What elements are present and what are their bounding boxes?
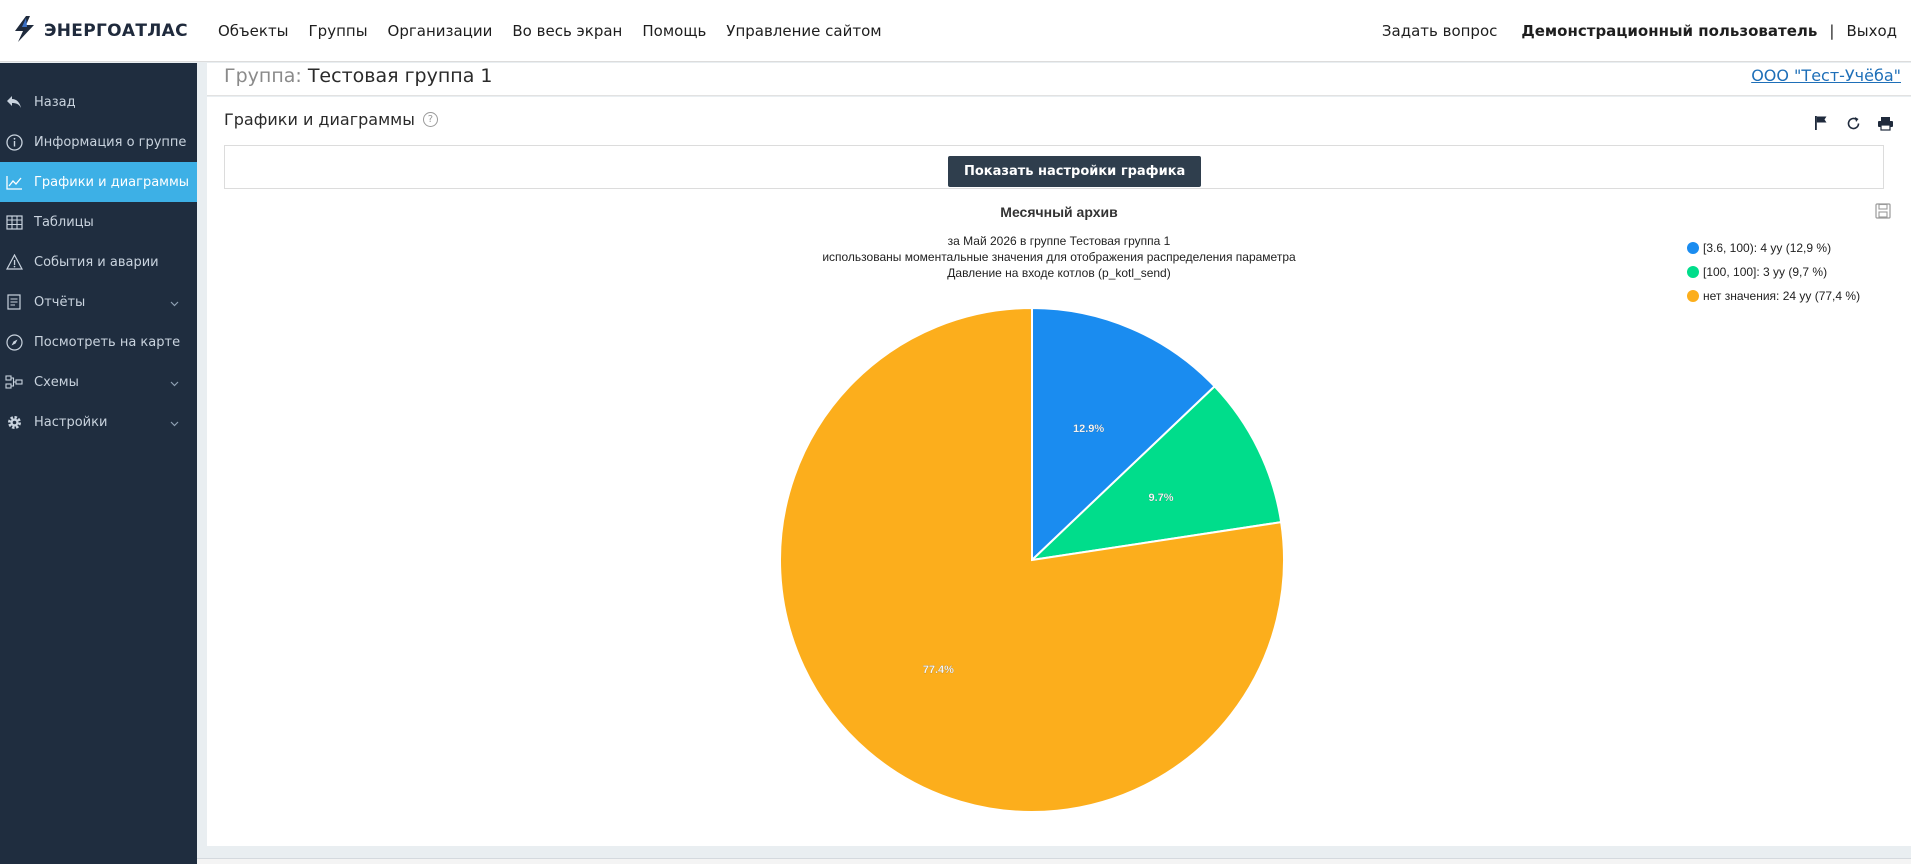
logout-link[interactable]: Выход	[1846, 21, 1897, 40]
info-icon	[5, 133, 23, 151]
pie-slice-label: 12.9%	[1073, 423, 1104, 435]
sidebar-item-events[interactable]: События и аварии	[0, 242, 197, 282]
nav-help[interactable]: Помощь	[642, 21, 707, 40]
pie-chart: 12.9% 9.7% 77.4%	[779, 306, 1285, 813]
group-label: Группа:	[224, 65, 302, 87]
pie-slice-label: 9.7%	[1148, 492, 1173, 504]
group-header: Группа: Тестовая группа 1 ООО "Тест-Учёб…	[207, 63, 1911, 96]
warning-icon	[5, 253, 23, 271]
save-icon[interactable]	[1875, 203, 1891, 223]
nav-fullscreen[interactable]: Во весь экран	[512, 21, 623, 40]
logo-text: ЭНЕРГОАТЛАС	[44, 20, 188, 41]
print-icon[interactable]	[1875, 113, 1895, 133]
separator: |	[1829, 21, 1835, 40]
legend-label: [3.6, 100): 4 уу (12,9 %)	[1703, 241, 1832, 255]
legend-color-dot	[1687, 242, 1699, 254]
organization-link[interactable]: ООО "Тест-Учёба"	[1751, 66, 1901, 85]
ask-question-link[interactable]: Задать вопрос	[1381, 21, 1498, 40]
chart-title: Месячный архив	[1000, 204, 1118, 220]
bottom-scrollbar-area	[197, 858, 1911, 864]
sidebar-item-label: Таблицы	[34, 214, 94, 230]
top-navbar: ЭНЕРГОАТЛАС Объекты Группы Организации В…	[0, 0, 1911, 62]
legend-item[interactable]: [3.6, 100): 4 уу (12,9 %)	[1687, 236, 1860, 260]
sidebar-item-tables[interactable]: Таблицы	[0, 202, 197, 242]
charts-panel: Графики и диаграммы ? Показать настройки…	[207, 97, 1911, 846]
legend-color-dot	[1687, 266, 1699, 278]
user-name[interactable]: Демонстрационный пользователь	[1521, 21, 1818, 40]
chart-subtitle-line: использованы моментальные значения для о…	[822, 250, 1296, 264]
scheme-icon	[5, 373, 23, 391]
chart-settings-box: Показать настройки графика	[224, 145, 1884, 189]
sidebar-item-label: Отчёты	[34, 294, 86, 310]
sidebar-item-label: Настройки	[34, 414, 108, 430]
nav-groups[interactable]: Группы	[308, 21, 368, 40]
group-name: Тестовая группа 1	[307, 65, 493, 87]
nav-site-management[interactable]: Управление сайтом	[726, 21, 882, 40]
main-content: Группа: Тестовая группа 1 ООО "Тест-Учёб…	[197, 63, 1911, 864]
pie-slice-label: 77.4%	[923, 664, 954, 676]
compass-icon	[5, 333, 23, 351]
help-icon[interactable]: ?	[422, 112, 438, 127]
back-arrow-icon	[5, 93, 23, 111]
legend-item[interactable]: нет значения: 24 уу (77,4 %)	[1687, 284, 1860, 308]
sidebar-item-settings[interactable]: Настройки	[0, 402, 197, 442]
sidebar-item-reports[interactable]: Отчёты	[0, 282, 197, 322]
legend-label: [100, 100]: 3 уу (9,7 %)	[1703, 265, 1828, 279]
pie-slice[interactable]	[779, 306, 1285, 813]
nav-organizations[interactable]: Организации	[387, 21, 493, 40]
main-menu: Объекты Группы Организации Во весь экран…	[218, 22, 902, 40]
gear-icon	[5, 413, 23, 431]
sidebar-item-label: События и аварии	[34, 254, 159, 270]
panel-title: Графики и диаграммы ?	[224, 110, 438, 129]
sidebar-item-back[interactable]: Назад	[0, 82, 197, 122]
flag-icon[interactable]	[1811, 113, 1831, 133]
pie-slice[interactable]	[1031, 306, 1217, 563]
nav-objects[interactable]: Объекты	[218, 21, 289, 40]
show-chart-settings-button[interactable]: Показать настройки графика	[948, 156, 1202, 187]
legend-label: нет значения: 24 уу (77,4 %)	[1703, 289, 1861, 303]
user-area: Задать вопрос Демонстрационный пользоват…	[1382, 22, 1897, 40]
logo[interactable]: ЭНЕРГОАТЛАС	[12, 15, 202, 47]
table-icon	[5, 213, 23, 231]
report-icon	[5, 293, 23, 311]
legend-color-dot	[1687, 290, 1699, 302]
sidebar-item-label: Графики и диаграммы	[34, 174, 190, 190]
sidebar-item-map[interactable]: Посмотреть на карте	[0, 322, 197, 362]
chart-subtitle-line: Давление на входе котлов (p_kotl_send)	[947, 266, 1171, 280]
legend-item[interactable]: [100, 100]: 3 уу (9,7 %)	[1687, 260, 1860, 284]
sidebar-item-schemes[interactable]: Схемы	[0, 362, 197, 402]
chevron-down-icon	[170, 376, 179, 391]
group-title: Группа: Тестовая группа 1	[224, 65, 492, 87]
panel-toolbar	[1799, 113, 1895, 133]
lightning-logo-icon	[12, 15, 38, 47]
chart-line-icon	[5, 173, 23, 191]
sidebar-item-group-info[interactable]: Информация о группе	[0, 122, 197, 162]
sidebar-item-label: Посмотреть на карте	[34, 334, 181, 350]
pie-slice[interactable]	[1029, 384, 1283, 562]
chevron-down-icon	[170, 416, 179, 431]
sidebar-item-label: Информация о группе	[34, 134, 187, 150]
chart-legend: [3.6, 100): 4 уу (12,9 %) [100, 100]: 3 …	[1687, 236, 1860, 308]
sidebar-item-charts[interactable]: Графики и диаграммы	[0, 162, 197, 202]
refresh-icon[interactable]	[1843, 113, 1863, 133]
sidebar-item-label: Схемы	[34, 374, 79, 390]
sidebar-item-label: Назад	[34, 94, 76, 110]
sidebar: Назад Информация о группе Графики и диаг…	[0, 63, 197, 864]
chevron-down-icon	[170, 296, 179, 311]
chart-subtitle-line: за Май 2026 в группе Тестовая группа 1	[947, 234, 1171, 248]
panel-title-text: Графики и диаграммы	[224, 110, 415, 129]
